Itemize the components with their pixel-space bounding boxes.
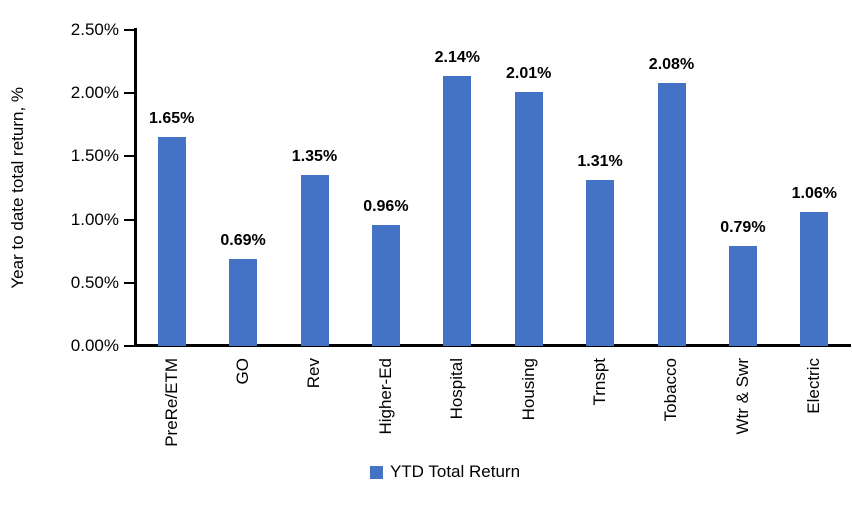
x-axis-category-label: Higher-Ed — [350, 358, 421, 470]
x-axis-category-label: Electric — [779, 358, 850, 470]
bar-value-label: 0.69% — [220, 231, 266, 249]
bar-value-label: 2.08% — [648, 56, 695, 74]
bar — [800, 212, 829, 346]
y-axis-tick — [124, 345, 134, 347]
x-axis-category-text: Rev — [304, 358, 324, 389]
y-axis-tick — [124, 155, 134, 158]
bar-value-label: 0.96% — [363, 197, 409, 215]
y-axis-tick-label: 0.00% — [70, 336, 119, 355]
y-axis-tick-label: 1.00% — [70, 209, 119, 229]
bar-value-label: 0.79% — [720, 219, 766, 237]
x-axis-category-text: Tobacco — [661, 358, 681, 422]
x-axis-category-text: Higher-Ed — [375, 358, 395, 435]
bar-value-label: 1.31% — [577, 153, 623, 171]
x-axis-category-label: Hospital — [422, 358, 493, 470]
bar — [157, 137, 186, 346]
x-axis-category-label: Trnspt — [564, 358, 635, 470]
y-axis-tick-label: 2.50% — [70, 20, 119, 39]
y-axis-tick — [124, 29, 134, 31]
bar — [229, 258, 258, 346]
y-axis-title: Year to date total return, % — [8, 30, 28, 346]
x-axis-category-label: Rev — [279, 358, 350, 470]
x-axis-category-text: Wtr & Swr — [732, 358, 752, 435]
x-axis-category-text: Trnspt — [590, 358, 610, 406]
bar — [657, 83, 686, 346]
legend-label: YTD Total Return — [389, 462, 521, 481]
y-axis-tick — [124, 218, 134, 221]
bar — [586, 180, 615, 346]
y-axis-tick-label: 2.00% — [70, 83, 119, 103]
x-axis-line — [134, 344, 851, 347]
x-axis-category-label: Housing — [493, 358, 564, 470]
bar — [300, 175, 329, 346]
y-axis-line — [134, 28, 137, 347]
x-axis-category-text: PreRe/ETM — [161, 358, 181, 447]
x-axis-category-text: Housing — [518, 358, 538, 421]
bar-value-label: 1.35% — [291, 148, 338, 166]
bar — [514, 91, 543, 346]
y-axis-tick-label: 0.50% — [70, 272, 119, 292]
y-axis-tick-label: 1.50% — [70, 146, 119, 166]
x-axis-category-label: GO — [207, 358, 278, 470]
legend-marker-icon — [369, 465, 383, 479]
x-axis-category-text: GO — [233, 358, 253, 385]
bar — [443, 75, 472, 346]
bar-value-label: 1.65% — [149, 110, 195, 128]
bar-value-label: 2.01% — [506, 64, 552, 82]
y-axis-tick — [124, 92, 134, 95]
bar-value-label: 1.06% — [791, 185, 837, 203]
y-axis-tick — [124, 281, 134, 284]
x-axis-category-label: PreRe/ETM — [136, 358, 207, 470]
bar — [728, 246, 757, 346]
x-axis-category-text: Hospital — [447, 358, 467, 420]
bar-value-label: 2.14% — [434, 48, 480, 66]
bar — [371, 224, 400, 346]
x-axis-category-label: Wtr & Swr — [707, 358, 778, 470]
legend: YTD Total Return — [369, 462, 521, 482]
x-axis-category-label: Tobacco — [636, 358, 707, 470]
x-axis-category-text: Electric — [804, 358, 824, 414]
y-axis-title-text: Year to date total return, % — [8, 87, 27, 289]
